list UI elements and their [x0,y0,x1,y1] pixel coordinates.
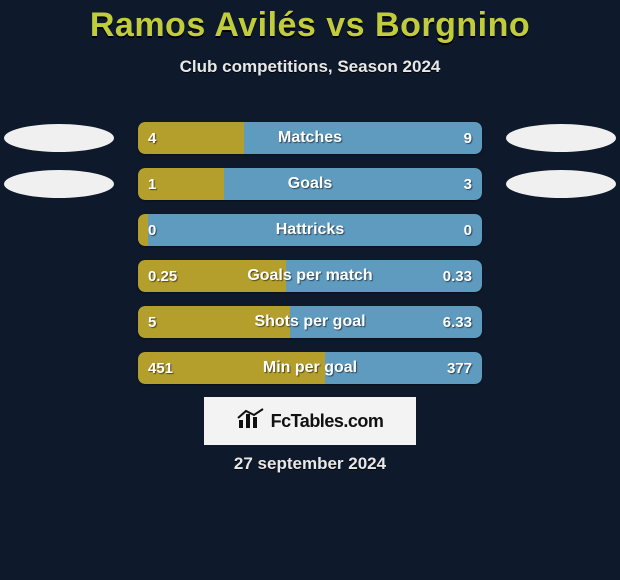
stat-label: Shots per goal [138,306,482,338]
source-logo-box: FcTables.com [204,397,416,445]
stat-row: 13Goals [0,164,620,210]
stat-label: Matches [138,122,482,154]
stat-label: Hattricks [138,214,482,246]
bars-icon [237,408,265,435]
player-badge-right [506,124,616,152]
page-title: Ramos Avilés vs Borgnino [0,6,620,45]
page-subtitle: Club competitions, Season 2024 [0,57,620,77]
stat-bar: 451377Min per goal [138,352,482,384]
stat-label: Goals [138,168,482,200]
stat-row: 451377Min per goal [0,348,620,394]
player-badge-right [506,170,616,198]
stat-bar: 56.33Shots per goal [138,306,482,338]
stats-rows: 49Matches 13Goals 00Hattricks 0.250.33Goals… [0,118,620,394]
footer-date: 27 september 2024 [0,454,620,474]
stat-bar: 00Hattricks [138,214,482,246]
stat-bar: 13Goals [138,168,482,200]
player-badge-left [4,170,114,198]
stat-label: Min per goal [138,352,482,384]
stat-bar: 49Matches [138,122,482,154]
stat-row: 00Hattricks [0,210,620,256]
source-logo-text: FcTables.com [271,411,384,432]
stat-bar: 0.250.33Goals per match [138,260,482,292]
stat-row: 0.250.33Goals per match [0,256,620,302]
comparison-infographic: Ramos Avilés vs Borgnino Club competitio… [0,0,620,580]
player-badge-left [4,124,114,152]
stat-row: 49Matches [0,118,620,164]
stat-row: 56.33Shots per goal [0,302,620,348]
stat-label: Goals per match [138,260,482,292]
